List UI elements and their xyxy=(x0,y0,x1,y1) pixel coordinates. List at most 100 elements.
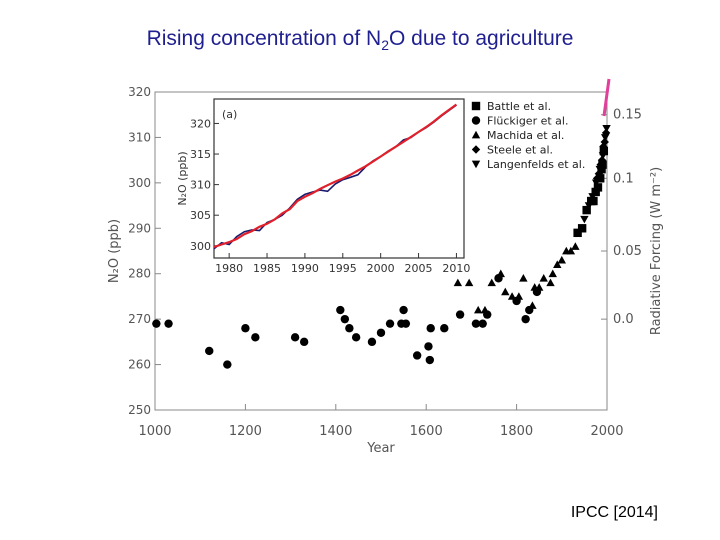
x-tick-label: 2000 xyxy=(590,424,623,439)
inset-y-tick-label: 305 xyxy=(190,209,211,222)
data-point xyxy=(548,269,557,278)
legend-entry: Battle et al. xyxy=(487,100,551,113)
y-tick-label: 280 xyxy=(128,267,151,281)
inset-x-tick-label: 1995 xyxy=(329,262,357,275)
data-point xyxy=(351,333,361,342)
data-point xyxy=(223,360,232,369)
data-point xyxy=(593,183,603,192)
data-point xyxy=(385,319,395,328)
inset-x-tick-label: 1985 xyxy=(253,262,281,275)
inset-y-tick-label: 320 xyxy=(190,117,211,130)
data-point xyxy=(501,287,510,296)
data-point xyxy=(599,146,609,156)
data-point xyxy=(584,202,594,210)
data-point xyxy=(164,319,173,328)
y-tick-label: 310 xyxy=(128,130,151,144)
data-point xyxy=(595,165,604,174)
inset-x-tick-label: 1990 xyxy=(291,262,319,275)
y2-tick-label: 0.1 xyxy=(613,171,634,186)
data-point xyxy=(367,337,377,347)
data-point xyxy=(455,310,465,319)
data-point xyxy=(424,342,433,351)
data-point xyxy=(299,337,309,347)
data-point xyxy=(453,278,463,287)
data-point xyxy=(412,351,422,360)
legend-marker xyxy=(471,130,481,139)
x-tick-label: 1600 xyxy=(410,424,443,439)
legend-entry: Machida et al. xyxy=(487,129,564,142)
data-point xyxy=(573,228,582,238)
inset-y-tick-label: 310 xyxy=(190,179,211,192)
data-point xyxy=(440,324,449,333)
data-point xyxy=(521,314,530,324)
data-point xyxy=(600,137,609,147)
data-point xyxy=(535,283,544,291)
y-tick-label: 270 xyxy=(128,312,151,326)
legend-entry: Steele et al. xyxy=(487,144,553,157)
legend-marker xyxy=(471,101,481,111)
x-tick-label: 1400 xyxy=(319,424,352,439)
data-point xyxy=(582,205,591,215)
data-point xyxy=(336,305,345,315)
inset-y-tick-label: 315 xyxy=(190,148,211,161)
y-tick-label: 300 xyxy=(128,176,151,190)
data-point xyxy=(589,196,598,206)
data-point xyxy=(399,305,408,315)
data-point xyxy=(580,215,589,224)
y-axis-label: N₂O (ppb) xyxy=(107,219,122,283)
data-point xyxy=(152,319,161,328)
x-tick-label: 1800 xyxy=(500,424,533,439)
data-point xyxy=(571,242,580,250)
data-point xyxy=(290,333,300,342)
y2-axis-label: Radiative Forcing (W m⁻²) xyxy=(649,167,664,335)
inset-frame xyxy=(213,98,465,259)
data-point xyxy=(496,269,505,278)
inset-panel-label: (a) xyxy=(222,108,237,121)
legend-entry: Langenfelds et al. xyxy=(487,158,585,171)
data-point xyxy=(599,142,608,151)
data-point xyxy=(600,134,610,142)
legend-marker xyxy=(471,160,481,169)
slide-title: Rising concentration of N2O due to agric… xyxy=(146,27,574,54)
y-tick-label: 320 xyxy=(128,85,151,99)
data-point xyxy=(519,274,528,282)
data-point xyxy=(251,333,260,342)
legend-marker xyxy=(471,145,481,154)
source-credit: IPCC [2014] xyxy=(570,504,658,521)
data-point xyxy=(205,346,214,356)
y2-tick-label: 0.05 xyxy=(613,244,642,259)
data-point xyxy=(594,169,604,178)
data-point xyxy=(546,278,555,287)
data-point xyxy=(507,292,517,300)
data-point xyxy=(478,319,487,328)
inset-x-tick-label: 2010 xyxy=(442,262,470,275)
data-point xyxy=(340,314,350,324)
x-axis-label: Year xyxy=(366,441,395,456)
data-point xyxy=(401,319,411,328)
y-tick-label: 250 xyxy=(128,403,151,417)
data-point xyxy=(601,128,611,138)
data-point xyxy=(426,324,435,333)
inset-y-tick-label: 300 xyxy=(190,240,211,253)
inset-y-axis-label: N₂O (ppb) xyxy=(176,151,189,205)
data-point xyxy=(553,260,562,268)
data-point xyxy=(597,155,607,165)
y-tick-label: 260 xyxy=(128,358,151,372)
data-point xyxy=(514,292,524,300)
data-point xyxy=(345,324,354,333)
data-point xyxy=(425,355,435,365)
data-point xyxy=(241,324,250,333)
inset-x-tick-label: 2005 xyxy=(405,262,433,275)
data-point xyxy=(591,179,601,188)
y2-tick-label: 0.15 xyxy=(613,108,642,123)
data-point xyxy=(487,278,496,287)
data-point xyxy=(591,187,600,197)
data-point xyxy=(588,193,597,201)
inset-x-tick-label: 1980 xyxy=(215,262,243,275)
data-point xyxy=(480,305,490,314)
inset-x-tick-label: 2000 xyxy=(367,262,395,275)
highlight-line xyxy=(602,78,611,117)
data-point xyxy=(566,246,576,255)
x-tick-label: 1000 xyxy=(138,424,171,439)
data-point xyxy=(557,255,566,264)
